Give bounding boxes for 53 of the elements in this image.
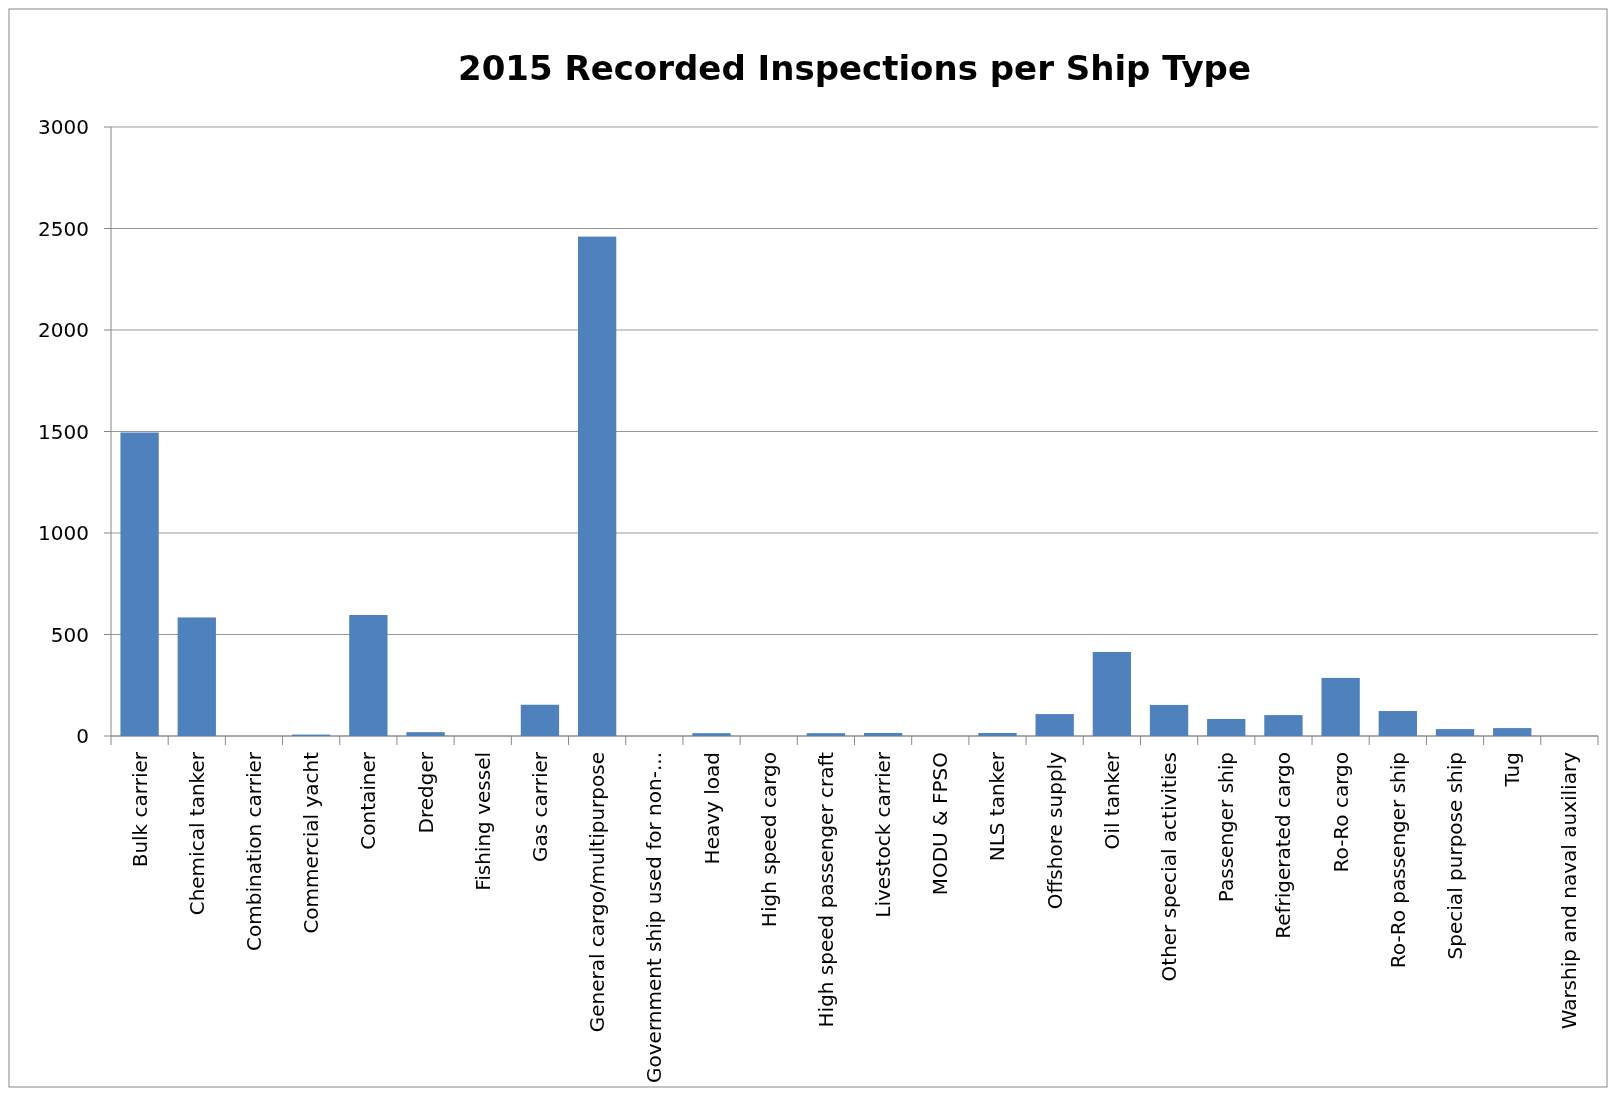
- x-tick-label: Other special activities: [1157, 752, 1182, 982]
- x-tick-label: Ro-Ro cargo: [1328, 752, 1353, 873]
- bar: [978, 732, 1017, 736]
- bar: [1264, 715, 1303, 736]
- x-tick-label: Commercial yacht: [299, 751, 324, 934]
- bar: [1493, 728, 1532, 736]
- x-tick-label: Tug: [1500, 752, 1525, 788]
- chart-title: 2015 Recorded Inspections per Ship Type: [458, 48, 1251, 88]
- x-tick-label: Warship and naval auxiliary: [1557, 751, 1582, 1030]
- x-tick-label: MODU & FPSO: [928, 752, 953, 896]
- bar: [577, 236, 617, 736]
- bar: [806, 733, 846, 736]
- bar: [1207, 718, 1246, 736]
- bar: [692, 733, 731, 736]
- x-tick-label: Special purpose ship: [1443, 752, 1468, 960]
- y-tick-label: 1000: [38, 521, 89, 545]
- x-tick-label: Oil tanker: [1099, 751, 1124, 850]
- bar: [177, 617, 216, 736]
- x-tick-label: Government ship used for non-...: [642, 752, 667, 1083]
- bar: [1149, 704, 1189, 736]
- bar: [120, 432, 159, 736]
- y-tick-label: 1500: [38, 419, 89, 444]
- x-tick-label: Container: [356, 751, 381, 850]
- bar: [1035, 714, 1074, 736]
- x-tick-label: Gas carrier: [527, 751, 552, 862]
- x-tick-label: Fishing vessel: [470, 752, 495, 891]
- bar: [349, 615, 388, 736]
- bar: [1321, 677, 1360, 736]
- x-tick-label: Refrigerated cargo: [1271, 752, 1296, 939]
- y-tick-label: 2500: [38, 216, 89, 241]
- bar: [1435, 729, 1475, 736]
- x-tick-label: High speed cargo: [756, 752, 781, 928]
- y-tick-label: 500: [50, 622, 89, 647]
- x-tick-label: Heavy load: [699, 752, 724, 865]
- x-tick-label: General cargo/multipurpose: [585, 752, 610, 1033]
- bar: [520, 704, 560, 736]
- bar: [406, 732, 445, 736]
- x-tick-label: NLS tanker: [985, 751, 1010, 862]
- x-tick-label: Bulk carrier: [127, 751, 152, 868]
- x-tick-label: Passenger ship: [1214, 752, 1239, 903]
- x-tick-label: Combination carrier: [241, 751, 266, 951]
- y-tick-label: 3000: [38, 115, 89, 139]
- y-tick-label: 0: [76, 724, 89, 748]
- y-tick-label: 2000: [38, 318, 89, 342]
- bar: [1378, 711, 1417, 736]
- bar: [1092, 651, 1132, 736]
- x-tick-label: Ro-Ro passenger ship: [1385, 752, 1410, 969]
- x-tick-label: Chemical tanker: [184, 751, 209, 916]
- x-tick-label: Offshore supply: [1042, 751, 1067, 910]
- x-tick-label: Dredger: [413, 751, 438, 834]
- x-tick-label: Livestock carrier: [871, 751, 896, 918]
- bar: [863, 732, 903, 736]
- x-tick-label: High speed passenger craft: [813, 751, 838, 1028]
